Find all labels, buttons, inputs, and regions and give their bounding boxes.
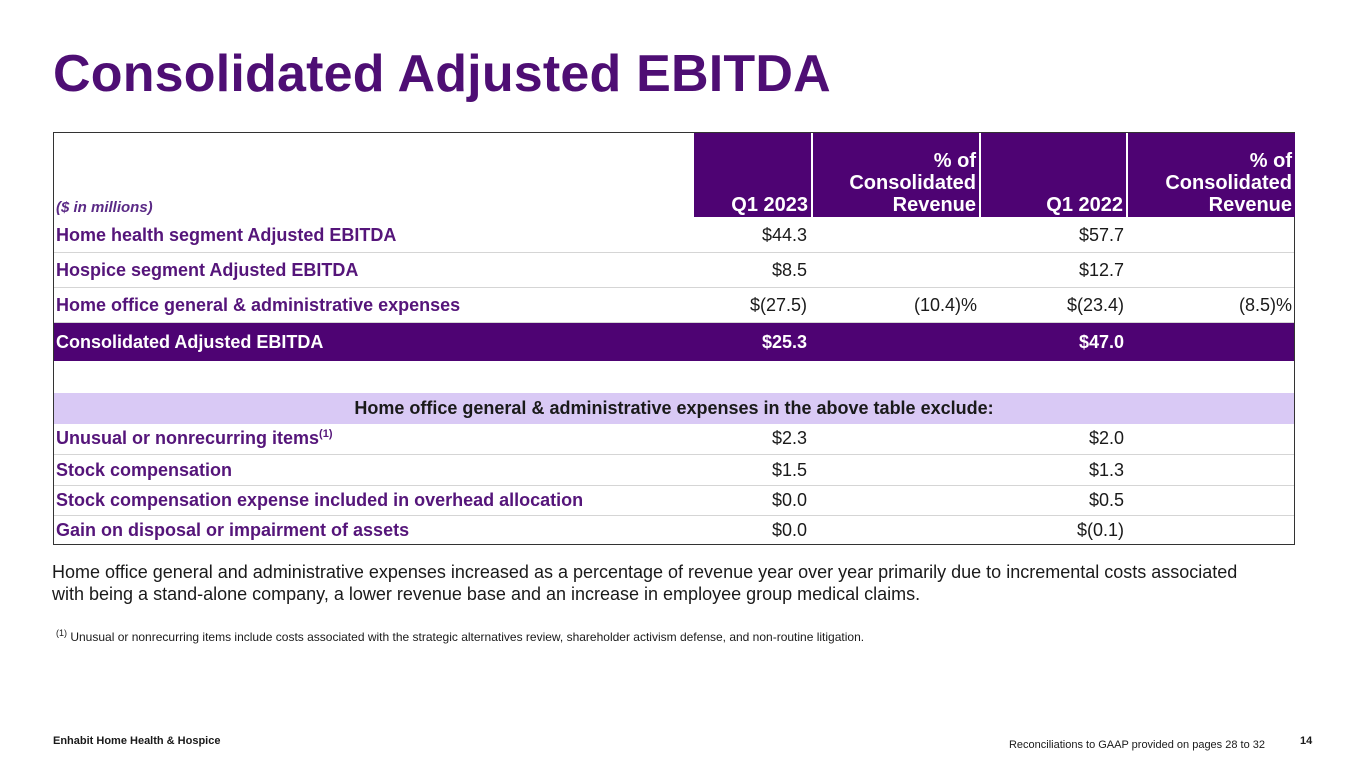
table-row: Home health segment Adjusted EBITDA $44.… xyxy=(54,219,1294,253)
page-title: Consolidated Adjusted EBITDA xyxy=(53,45,831,103)
table-header-units: ($ in millions) xyxy=(54,133,694,217)
exclusion-heading: Home office general & administrative exp… xyxy=(54,393,1294,424)
table-row: Hospice segment Adjusted EBITDA $8.5 $12… xyxy=(54,253,1294,288)
table-row: Gain on disposal or impairment of assets… xyxy=(56,520,1124,540)
ebitda-table: ($ in millions) Q1 2023 % of Consolidated… xyxy=(53,132,1295,545)
brand-name: Enhabit Home Health & Hospice xyxy=(53,735,221,747)
header-pct-2023: % of Consolidated Revenue xyxy=(813,133,979,217)
footnote-text: Unusual or nonrecurring items include co… xyxy=(70,630,865,644)
page-number: 14 xyxy=(1300,735,1313,747)
table-row: Stock compensation expense included in o… xyxy=(54,486,1294,516)
reconciliation-note: Reconciliations to GAAP provided on page… xyxy=(1008,739,1265,751)
table-row: Stock compensation $1.5 $1.3 xyxy=(54,455,1294,486)
table-row: Unusual or nonrecurring items(1) $2.3 $2… xyxy=(54,424,1294,455)
header-pct-2022: % of Consolidated Revenue xyxy=(1128,133,1295,217)
table-row: Home office general & administrative exp… xyxy=(54,288,1294,323)
units-label: ($ in millions) xyxy=(56,199,153,216)
footnote-marker: (1) xyxy=(56,628,67,638)
footnote: (1) Unusual or nonrecurring items includ… xyxy=(56,628,864,644)
header-q1-2022: Q1 2022 xyxy=(981,133,1126,217)
commentary: Home office general and administrative e… xyxy=(52,562,1238,604)
header-q1-2023: Q1 2023 xyxy=(694,133,811,217)
total-row: Consolidated Adjusted EBITDA $25.3 $47.0 xyxy=(54,323,1294,361)
